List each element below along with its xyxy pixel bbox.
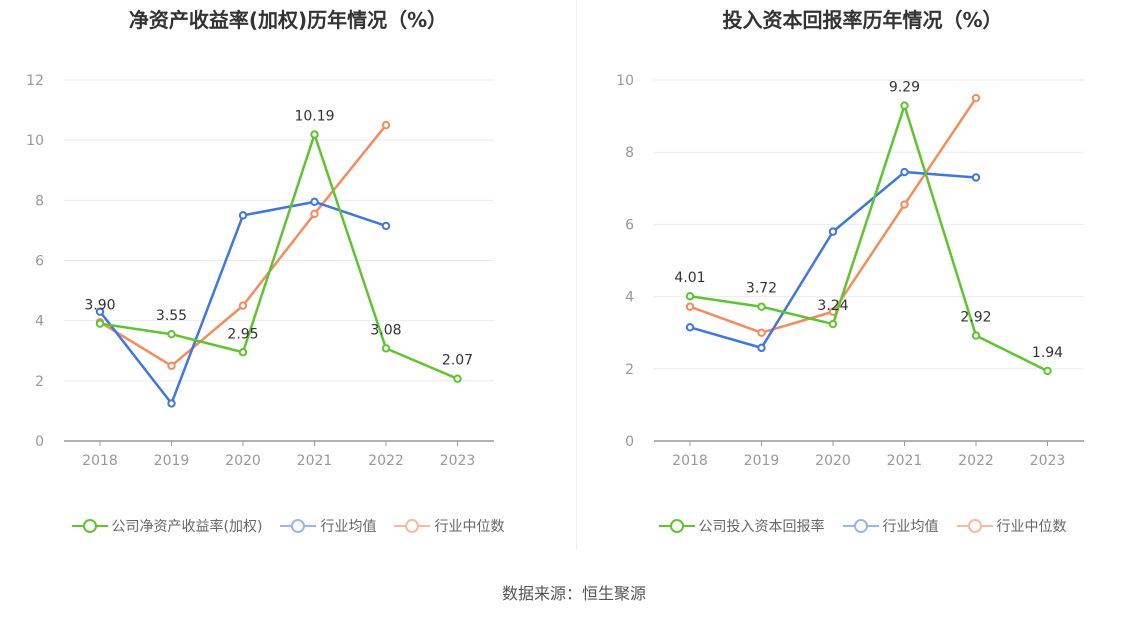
y-tick-label: 0 (625, 434, 634, 450)
data-point[interactable] (167, 399, 176, 408)
y-tick-label: 6 (625, 217, 634, 233)
roic-chart-legend: 公司投入资本回报率 行业均值 行业中位数 (577, 516, 1148, 536)
y-tick-label: 10 (616, 73, 634, 89)
data-point[interactable] (238, 211, 248, 220)
data-point[interactable] (238, 301, 248, 310)
roic-chart-plot: 0 2 4 6 8 10 2018 2019 2020 2021 2022 2023 4.01 3.72 3… (616, 73, 1084, 469)
data-point[interactable] (757, 343, 766, 353)
data-point[interactable] (95, 307, 105, 316)
data-label: 3.55 (156, 308, 187, 324)
legend-item-company-roe[interactable]: 公司净资产收益率(加权) (71, 516, 263, 536)
roe-chart-plot: 0 2 4 6 8 10 12 2018 2019 2020 2021 2022 2023 3.90 3.5… (26, 73, 494, 469)
legend-label: 行业均值 (882, 519, 939, 535)
data-point[interactable] (167, 330, 176, 339)
roe-chart-title: 净资产收益率(加权)历年情况（%） (128, 8, 448, 32)
legend-label: 行业中位数 (996, 519, 1067, 535)
legend-item-company-roic[interactable]: 公司投入资本回报率 (658, 516, 825, 536)
legend-label: 公司投入资本回报率 (698, 519, 825, 535)
legend-item-industry-avg[interactable]: 行业均值 (842, 516, 939, 536)
legend-series-icon (280, 519, 317, 533)
data-point[interactable] (453, 374, 462, 383)
legend-item-industry-median[interactable]: 行业中位数 (956, 516, 1067, 536)
x-tick-label: 2019 (154, 453, 190, 469)
x-tick-label: 2022 (368, 453, 404, 469)
y-tick-label: 4 (625, 290, 634, 306)
legend-series-icon (71, 519, 108, 533)
data-label: 3.90 (84, 298, 115, 314)
x-tick-label: 2023 (440, 453, 476, 469)
legend-series-icon (842, 519, 879, 533)
legend-item-industry-avg[interactable]: 行业均值 (280, 516, 376, 536)
legend-series-icon (658, 519, 695, 533)
data-point[interactable] (1043, 366, 1052, 376)
x-tick-label: 2021 (297, 453, 333, 469)
x-tick-label: 2020 (225, 453, 261, 469)
roe-chart-legend: 公司净资产收益率(加权) 行业均值 行业中位数 (0, 516, 576, 536)
data-point[interactable] (971, 93, 981, 103)
data-point[interactable] (828, 227, 838, 236)
x-tick-label: 2021 (887, 453, 923, 469)
data-point[interactable] (757, 302, 766, 311)
y-tick-label: 2 (625, 362, 634, 378)
x-tick-label: 2019 (744, 453, 780, 469)
data-point[interactable] (310, 197, 319, 207)
data-point[interactable] (685, 302, 695, 311)
data-label: 9.29 (889, 80, 920, 96)
roic-chart-panel: 投入资本回报率历年情况（%） 0 2 4 6 8 10 2018 2019 2020 2021 20… (577, 0, 1148, 560)
y-tick-label: 4 (35, 314, 44, 330)
x-tick-label: 2018 (82, 453, 118, 469)
data-point[interactable] (381, 221, 391, 231)
x-tick-label: 2023 (1030, 453, 1066, 469)
y-tick-label: 2 (35, 374, 44, 390)
data-point[interactable] (310, 130, 319, 139)
data-point[interactable] (95, 319, 105, 328)
data-point[interactable] (900, 200, 909, 209)
data-point[interactable] (900, 101, 909, 110)
data-point[interactable] (828, 319, 838, 329)
data-point[interactable] (381, 120, 391, 130)
y-tick-label: 6 (35, 254, 44, 270)
x-tick-label: 2018 (672, 453, 708, 469)
series-line (689, 104, 1049, 373)
data-label: 2.07 (442, 353, 473, 369)
legend-series-icon (394, 519, 431, 533)
data-point[interactable] (238, 348, 248, 357)
data-point[interactable] (971, 173, 981, 182)
y-tick-label: 10 (26, 133, 44, 149)
legend-series-icon (956, 519, 993, 533)
legend-label: 公司净资产收益率(加权) (111, 519, 263, 535)
legend-label: 行业中位数 (434, 519, 505, 535)
data-point[interactable] (167, 361, 176, 370)
x-tick-label: 2022 (958, 453, 994, 469)
y-tick-label: 8 (35, 193, 44, 209)
roe-chart-panel: 净资产收益率(加权)历年情况（%） 0 2 4 6 8 10 12 2018 2019 2020 2… (0, 0, 576, 560)
data-point[interactable] (971, 331, 981, 340)
data-point[interactable] (757, 328, 766, 337)
data-point[interactable] (685, 323, 695, 332)
panel-divider (576, 0, 577, 550)
data-point[interactable] (381, 344, 391, 353)
data-label: 1.94 (1032, 345, 1063, 361)
y-tick-label: 8 (625, 145, 634, 161)
y-tick-label: 12 (26, 73, 44, 89)
legend-label: 行业均值 (320, 519, 377, 535)
data-label: 10.19 (294, 108, 334, 124)
data-label: 2.92 (960, 310, 991, 326)
data-point[interactable] (310, 209, 319, 219)
y-tick-label: 0 (35, 434, 44, 450)
data-label: 3.72 (746, 281, 777, 297)
data-point[interactable] (900, 167, 909, 177)
data-point[interactable] (685, 292, 695, 301)
data-source-note: 数据来源：恒生聚源 (501, 584, 646, 603)
roic-chart-title: 投入资本回报率历年情况（%） (722, 8, 1003, 32)
data-label: 4.01 (674, 270, 705, 286)
data-label: 3.24 (817, 298, 848, 314)
x-tick-label: 2020 (815, 453, 851, 469)
series-line (99, 133, 458, 380)
data-label: 3.08 (370, 322, 401, 338)
legend-item-industry-median[interactable]: 行业中位数 (394, 516, 504, 536)
data-label: 2.95 (227, 326, 258, 342)
